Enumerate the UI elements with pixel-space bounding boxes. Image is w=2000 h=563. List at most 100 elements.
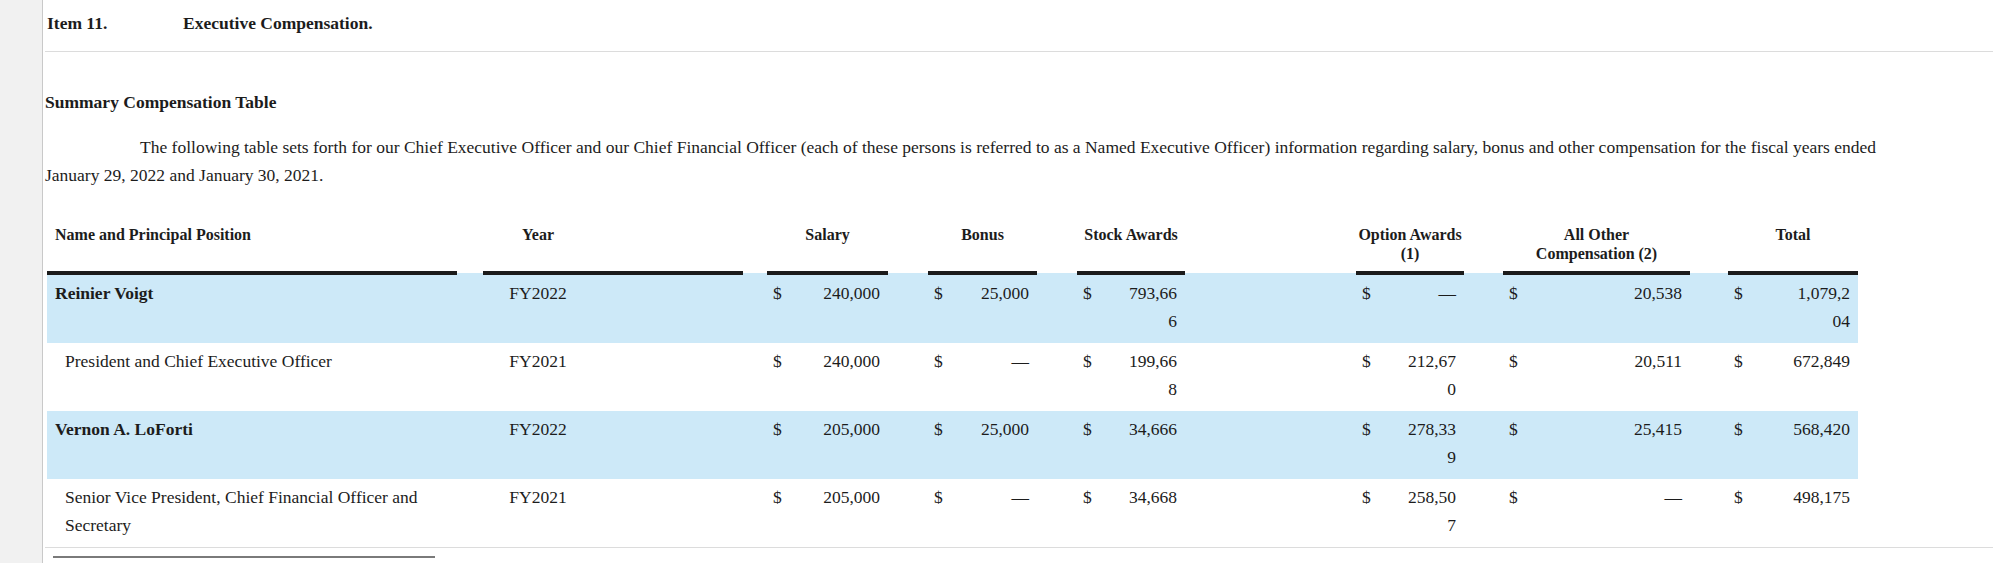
column-spacer (888, 343, 928, 411)
bonus-value: 25,000 (950, 273, 1037, 343)
currency-symbol: $ (928, 273, 950, 343)
currency-symbol: $ (1503, 273, 1525, 343)
column-spacer (888, 411, 928, 479)
currency-symbol: $ (1503, 411, 1525, 479)
column-spacer (743, 221, 767, 273)
column-spacer (1037, 343, 1077, 411)
currency-symbol: $ (1077, 411, 1100, 479)
salary-value: 240,000 (790, 273, 888, 343)
column-spacer (743, 479, 767, 547)
name-cell: Vernon A. LoForti (47, 411, 457, 479)
table-bottom-rule (45, 547, 1993, 548)
column-spacer (1690, 221, 1728, 273)
year-pad (593, 343, 743, 411)
column-spacer (1037, 221, 1077, 273)
column-spacer (1690, 273, 1728, 343)
currency-symbol: $ (1077, 273, 1100, 343)
currency-symbol: $ (1077, 343, 1100, 411)
header-year: Year (483, 221, 593, 273)
header-bonus: Bonus (928, 221, 1037, 273)
option-awards-value: 258,50 7 (1378, 479, 1464, 547)
year-cell: FY2022 (483, 411, 593, 479)
column-spacer (457, 343, 483, 411)
total-value: 568,420 (1750, 411, 1858, 479)
salary-value: 205,000 (790, 411, 888, 479)
currency-symbol: $ (1728, 343, 1750, 411)
salary-value: 240,000 (790, 343, 888, 411)
currency-symbol: $ (767, 273, 790, 343)
total-value: 1,079,2 04 (1750, 273, 1858, 343)
currency-symbol: $ (1728, 479, 1750, 547)
currency-symbol: $ (1356, 343, 1378, 411)
all-other-compensation-value: 20,511 (1525, 343, 1690, 411)
name-cell: Reinier Voigt (47, 273, 457, 343)
currency-symbol: $ (1728, 273, 1750, 343)
option-awards-value: 212,67 0 (1378, 343, 1464, 411)
column-spacer (743, 273, 767, 343)
currency-symbol: $ (767, 479, 790, 547)
column-spacer (1185, 411, 1356, 479)
item-title: Executive Compensation. (183, 13, 373, 33)
header-all-other-compensation: All Other Compensation (2) (1503, 221, 1690, 273)
column-spacer (888, 221, 928, 273)
column-spacer (1037, 479, 1077, 547)
column-spacer (1464, 343, 1503, 411)
item-number: Item 11. (47, 12, 183, 34)
currency-symbol: $ (1356, 411, 1378, 479)
column-spacer (1690, 343, 1728, 411)
currency-symbol: $ (767, 411, 790, 479)
name-cell: Senior Vice President, Chief Financial O… (47, 479, 457, 547)
all-other-compensation-value: — (1525, 479, 1690, 547)
column-spacer (1185, 273, 1356, 343)
option-awards-value: 278,33 9 (1378, 411, 1464, 479)
intro-paragraph: The following table sets forth for our C… (45, 133, 1915, 189)
year-pad (593, 479, 743, 547)
year-cell: FY2021 (483, 479, 593, 547)
header-option-awards: Option Awards (1) (1356, 221, 1464, 273)
column-spacer (1464, 221, 1503, 273)
currency-symbol: $ (1356, 273, 1378, 343)
document-page: Item 11.Executive Compensation. Summary … (45, 0, 1997, 558)
currency-symbol: $ (767, 343, 790, 411)
bonus-value: — (950, 343, 1037, 411)
stock-awards-value: 34,668 (1100, 479, 1185, 547)
year-cell: FY2021 (483, 343, 593, 411)
column-spacer (1185, 221, 1356, 273)
total-value: 498,175 (1750, 479, 1858, 547)
stock-awards-value: 793,66 6 (1100, 273, 1185, 343)
currency-symbol: $ (1503, 479, 1525, 547)
year-cell: FY2022 (483, 273, 593, 343)
header-name: Name and Principal Position (47, 221, 457, 273)
column-spacer (888, 479, 928, 547)
column-spacer (1464, 479, 1503, 547)
currency-symbol: $ (928, 343, 950, 411)
currency-symbol: $ (1503, 343, 1525, 411)
currency-symbol: $ (928, 479, 950, 547)
bonus-value: 25,000 (950, 411, 1037, 479)
column-spacer (457, 273, 483, 343)
currency-symbol: $ (928, 411, 950, 479)
footnote-divider (53, 556, 435, 558)
salary-value: 205,000 (790, 479, 888, 547)
column-spacer (743, 343, 767, 411)
stock-awards-value: 199,66 8 (1100, 343, 1185, 411)
table-row: Vernon A. LoForti FY2022 $ 205,000 $ 25,… (47, 411, 1858, 479)
column-spacer (457, 479, 483, 547)
item-heading: Item 11.Executive Compensation. (45, 12, 1997, 34)
year-pad (593, 221, 743, 273)
stock-awards-value: 34,666 (1100, 411, 1185, 479)
column-spacer (1037, 273, 1077, 343)
currency-symbol: $ (1077, 479, 1100, 547)
currency-symbol: $ (1356, 479, 1378, 547)
column-spacer (1690, 411, 1728, 479)
header-salary: Salary (767, 221, 888, 273)
column-spacer (1185, 343, 1356, 411)
table-row: Senior Vice President, Chief Financial O… (47, 479, 1858, 547)
column-spacer (1690, 479, 1728, 547)
year-pad (593, 411, 743, 479)
bonus-value: — (950, 479, 1037, 547)
column-spacer (1037, 411, 1077, 479)
column-spacer (1464, 411, 1503, 479)
all-other-compensation-value: 20,538 (1525, 273, 1690, 343)
year-pad (593, 273, 743, 343)
